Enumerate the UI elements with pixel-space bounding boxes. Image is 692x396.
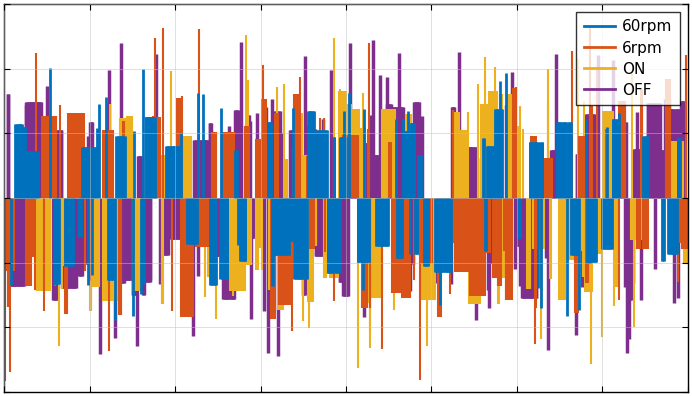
- Legend: 60rpm, 6rpm, ON, OFF: 60rpm, 6rpm, ON, OFF: [576, 12, 680, 105]
